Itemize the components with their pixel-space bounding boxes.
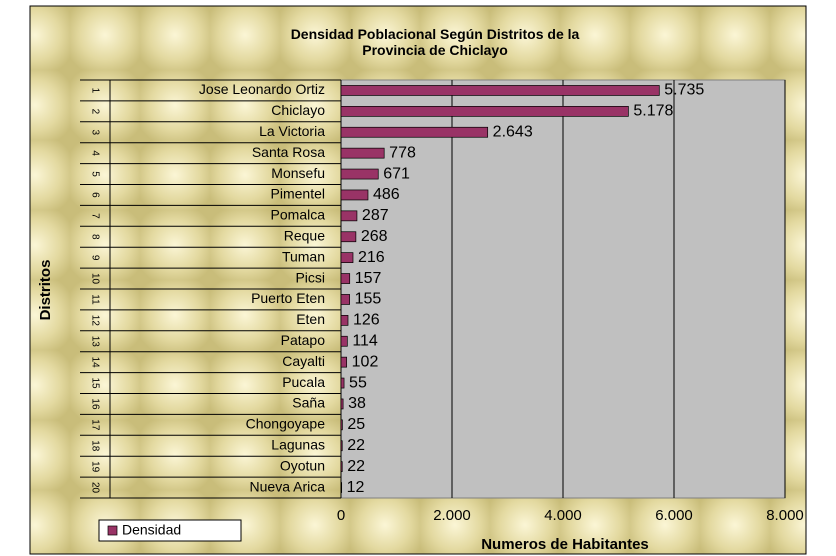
x-tick-label: 8.000 <box>766 507 804 524</box>
y-tick-label: Pucala <box>282 374 325 390</box>
group-label: 5 <box>89 171 100 177</box>
group-label: 8 <box>89 234 100 240</box>
data-label: 5.735 <box>664 82 704 99</box>
group-label: 2 <box>89 109 100 115</box>
data-label: 25 <box>347 416 365 433</box>
legend-swatch <box>107 525 118 536</box>
y-tick-label: Monsefu <box>271 165 325 181</box>
data-label: 55 <box>349 374 367 391</box>
y-tick-label: Puerto Eten <box>251 290 325 306</box>
y-tick-label: Santa Rosa <box>252 144 325 160</box>
y-tick-label: Tuman <box>282 248 325 264</box>
y-tick-label: Pomalca <box>271 207 326 223</box>
legend-label: Densidad <box>122 522 181 538</box>
group-label: 17 <box>89 419 100 431</box>
chart-title: Densidad Poblacional Según Distritos de … <box>291 26 580 58</box>
y-tick-label: Saña <box>292 395 325 411</box>
bar <box>340 252 354 263</box>
bar <box>340 147 385 159</box>
x-tick-label: 2.000 <box>433 507 471 524</box>
data-label: 5.178 <box>633 103 673 120</box>
bar <box>340 315 349 326</box>
y-tick-label: La Victoria <box>259 123 325 139</box>
y-tick-label: Pimentel <box>271 186 325 202</box>
y-tick-label: Reque <box>284 227 325 243</box>
data-label: 102 <box>352 353 379 370</box>
x-tick-label: 6.000 <box>655 507 693 524</box>
y-tick-label: Jose Leonardo Ortiz <box>199 81 325 97</box>
data-label: 486 <box>373 186 400 203</box>
x-axis-label: Numeros de Habitantes <box>481 536 649 553</box>
bar <box>340 461 343 472</box>
x-tick-label: 4.000 <box>544 507 582 524</box>
group-label: 6 <box>89 192 100 198</box>
group-label: 4 <box>89 150 100 156</box>
bar <box>340 335 348 347</box>
data-label: 22 <box>347 437 365 454</box>
bar <box>340 273 351 284</box>
bar <box>340 168 379 180</box>
y-tick-label: Nueva Arica <box>250 478 326 494</box>
bar <box>340 377 345 389</box>
group-label: 20 <box>89 482 100 494</box>
data-label: 114 <box>352 332 378 349</box>
y-tick-label: Picsi <box>295 269 325 285</box>
group-label: 19 <box>89 461 100 473</box>
data-label: 22 <box>347 458 365 475</box>
legend-box <box>98 519 242 542</box>
data-label: 671 <box>383 165 410 182</box>
bar <box>340 85 660 96</box>
group-label: 3 <box>89 129 100 135</box>
y-tick-label: Lagunas <box>271 436 325 452</box>
x-tick-label: 0 <box>337 507 345 524</box>
data-label: 287 <box>362 207 389 224</box>
bar <box>340 231 357 243</box>
y-tick-label: Patapo <box>281 332 326 348</box>
y-axis-label: Distritos <box>37 260 54 321</box>
group-label: 9 <box>89 255 100 261</box>
group-label: 14 <box>89 357 100 369</box>
y-tick-label: Oyotun <box>280 457 325 473</box>
group-label: 18 <box>89 440 100 452</box>
data-label: 2.643 <box>493 123 533 140</box>
data-label: 12 <box>347 479 365 496</box>
bar <box>340 419 343 431</box>
bar <box>340 294 350 305</box>
data-label: 126 <box>353 312 380 329</box>
data-label: 268 <box>361 228 388 245</box>
group-label: 12 <box>89 315 100 327</box>
group-label: 15 <box>89 377 100 389</box>
group-label: 7 <box>89 213 100 219</box>
group-label: 1 <box>89 88 100 94</box>
data-label: 157 <box>355 270 382 287</box>
group-label: 16 <box>89 398 100 410</box>
y-tick-label: Chiclayo <box>271 102 325 118</box>
group-label: 10 <box>89 273 100 285</box>
bar <box>340 398 344 410</box>
data-label: 38 <box>348 395 366 412</box>
bar <box>340 126 489 138</box>
data-label: 216 <box>358 249 385 266</box>
bar <box>340 105 629 117</box>
group-label: 13 <box>89 336 100 348</box>
data-label: 778 <box>389 144 416 161</box>
y-tick-label: Cayalti <box>282 353 325 369</box>
bar <box>340 440 343 452</box>
bar <box>340 210 358 222</box>
y-tick-label: Chongoyape <box>246 416 326 432</box>
group-label: 11 <box>89 294 100 305</box>
data-label: 155 <box>355 291 382 308</box>
bar <box>340 356 348 368</box>
bar <box>340 482 343 493</box>
y-tick-label: Eten <box>296 311 325 327</box>
bar <box>340 189 369 201</box>
